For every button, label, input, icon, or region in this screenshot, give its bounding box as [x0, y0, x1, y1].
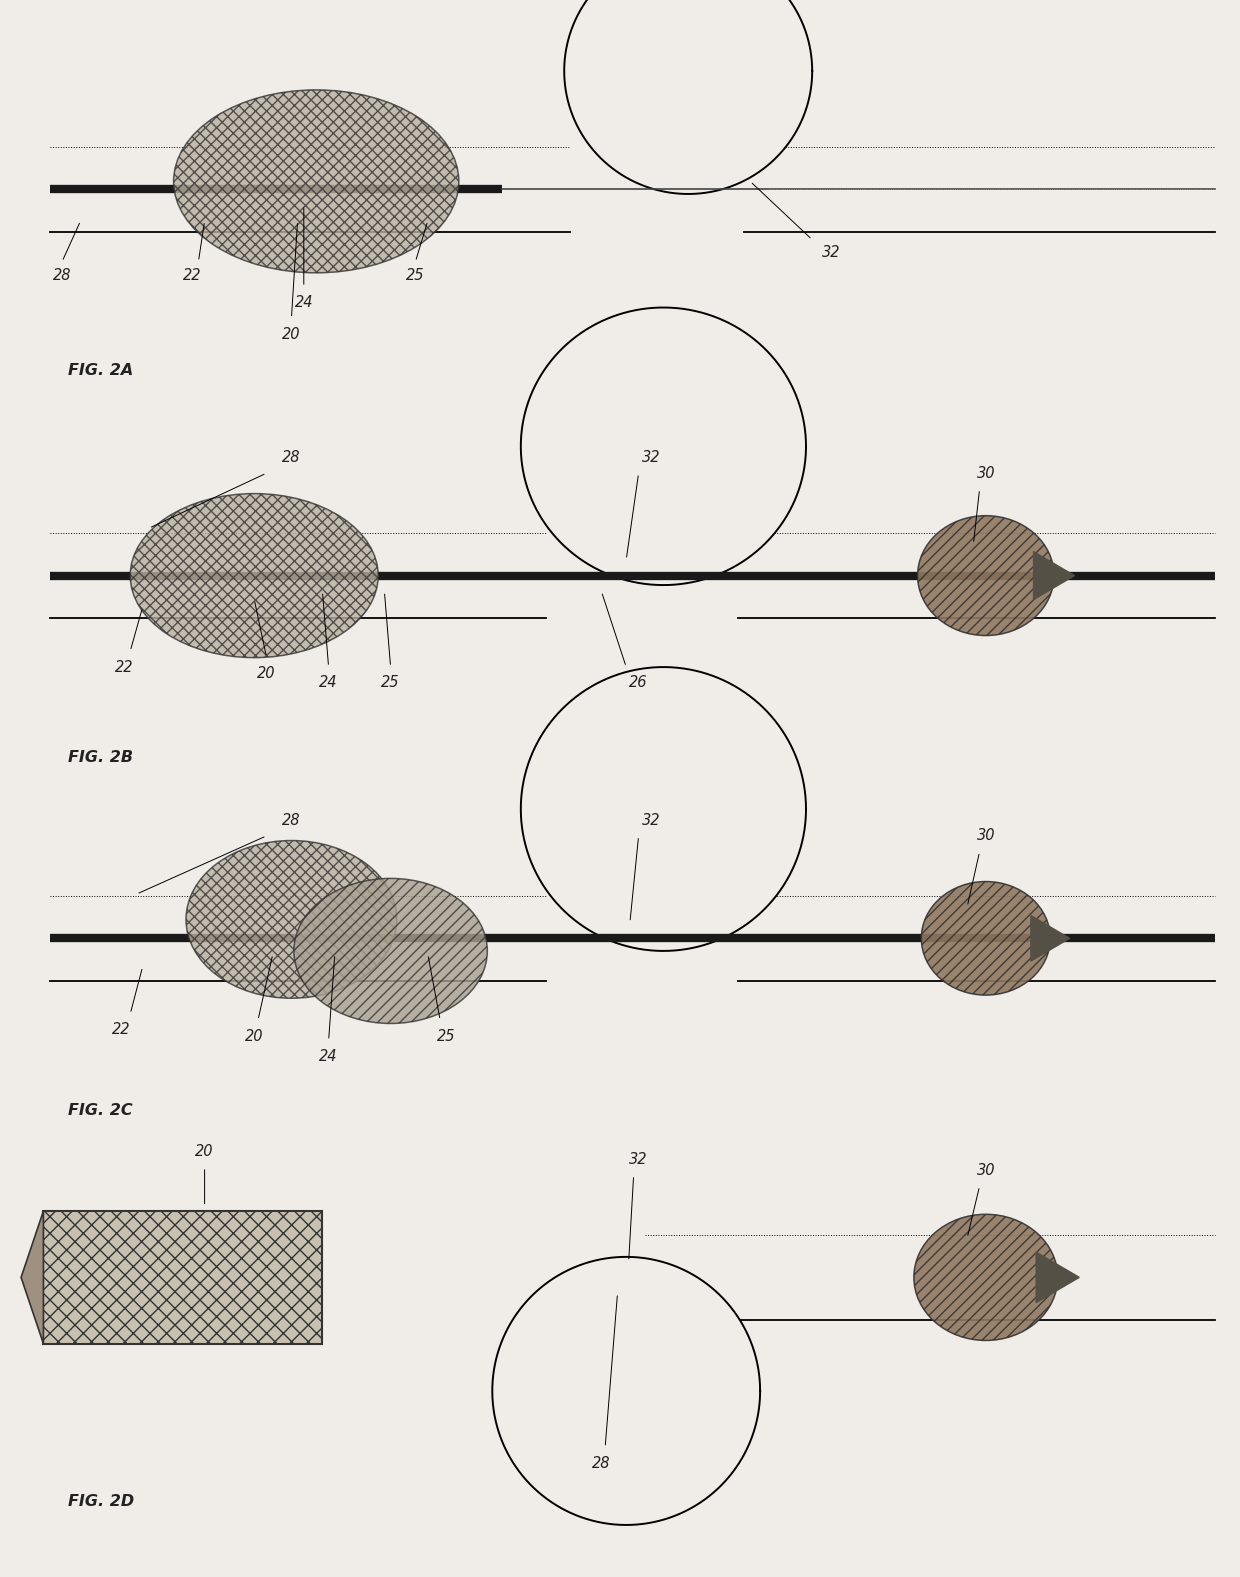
Text: 30: 30: [977, 465, 994, 481]
Text: 24: 24: [320, 1049, 337, 1064]
Polygon shape: [1034, 552, 1074, 599]
Text: 30: 30: [977, 828, 994, 844]
Text: 20: 20: [246, 1028, 263, 1044]
Text: FIG. 2B: FIG. 2B: [68, 749, 134, 765]
Text: 32: 32: [642, 449, 660, 465]
Text: 28: 28: [593, 1456, 610, 1471]
Ellipse shape: [918, 516, 1054, 636]
Polygon shape: [1030, 916, 1070, 960]
Text: 30: 30: [977, 1162, 994, 1178]
Polygon shape: [564, 0, 812, 194]
Text: 32: 32: [642, 812, 660, 828]
Bar: [43, 1211, 322, 1344]
Text: 22: 22: [184, 268, 201, 284]
Text: FIG. 2C: FIG. 2C: [68, 1102, 133, 1118]
Ellipse shape: [294, 878, 487, 1023]
Text: 22: 22: [113, 1022, 130, 1038]
Text: 32: 32: [630, 1151, 647, 1167]
Ellipse shape: [914, 1214, 1058, 1340]
Ellipse shape: [174, 90, 459, 273]
Polygon shape: [492, 1257, 760, 1525]
Ellipse shape: [130, 494, 378, 658]
Text: 32: 32: [822, 244, 839, 260]
Text: 28: 28: [283, 812, 300, 828]
Text: 20: 20: [283, 326, 300, 342]
Ellipse shape: [186, 841, 397, 998]
Text: 24: 24: [320, 675, 337, 691]
Text: 25: 25: [438, 1028, 455, 1044]
Text: 20: 20: [258, 665, 275, 681]
Polygon shape: [21, 1211, 43, 1344]
Text: 26: 26: [630, 675, 647, 691]
Text: 25: 25: [382, 675, 399, 691]
Text: 28: 28: [53, 268, 71, 284]
Polygon shape: [1037, 1252, 1079, 1303]
Text: 20: 20: [196, 1143, 213, 1159]
Text: 28: 28: [283, 449, 300, 465]
Polygon shape: [521, 667, 806, 951]
Text: FIG. 2D: FIG. 2D: [68, 1493, 134, 1509]
Polygon shape: [521, 308, 806, 585]
Text: 25: 25: [407, 268, 424, 284]
Text: FIG. 2A: FIG. 2A: [68, 363, 134, 378]
Ellipse shape: [921, 882, 1050, 995]
Text: 22: 22: [115, 659, 133, 675]
Text: 24: 24: [295, 295, 312, 311]
